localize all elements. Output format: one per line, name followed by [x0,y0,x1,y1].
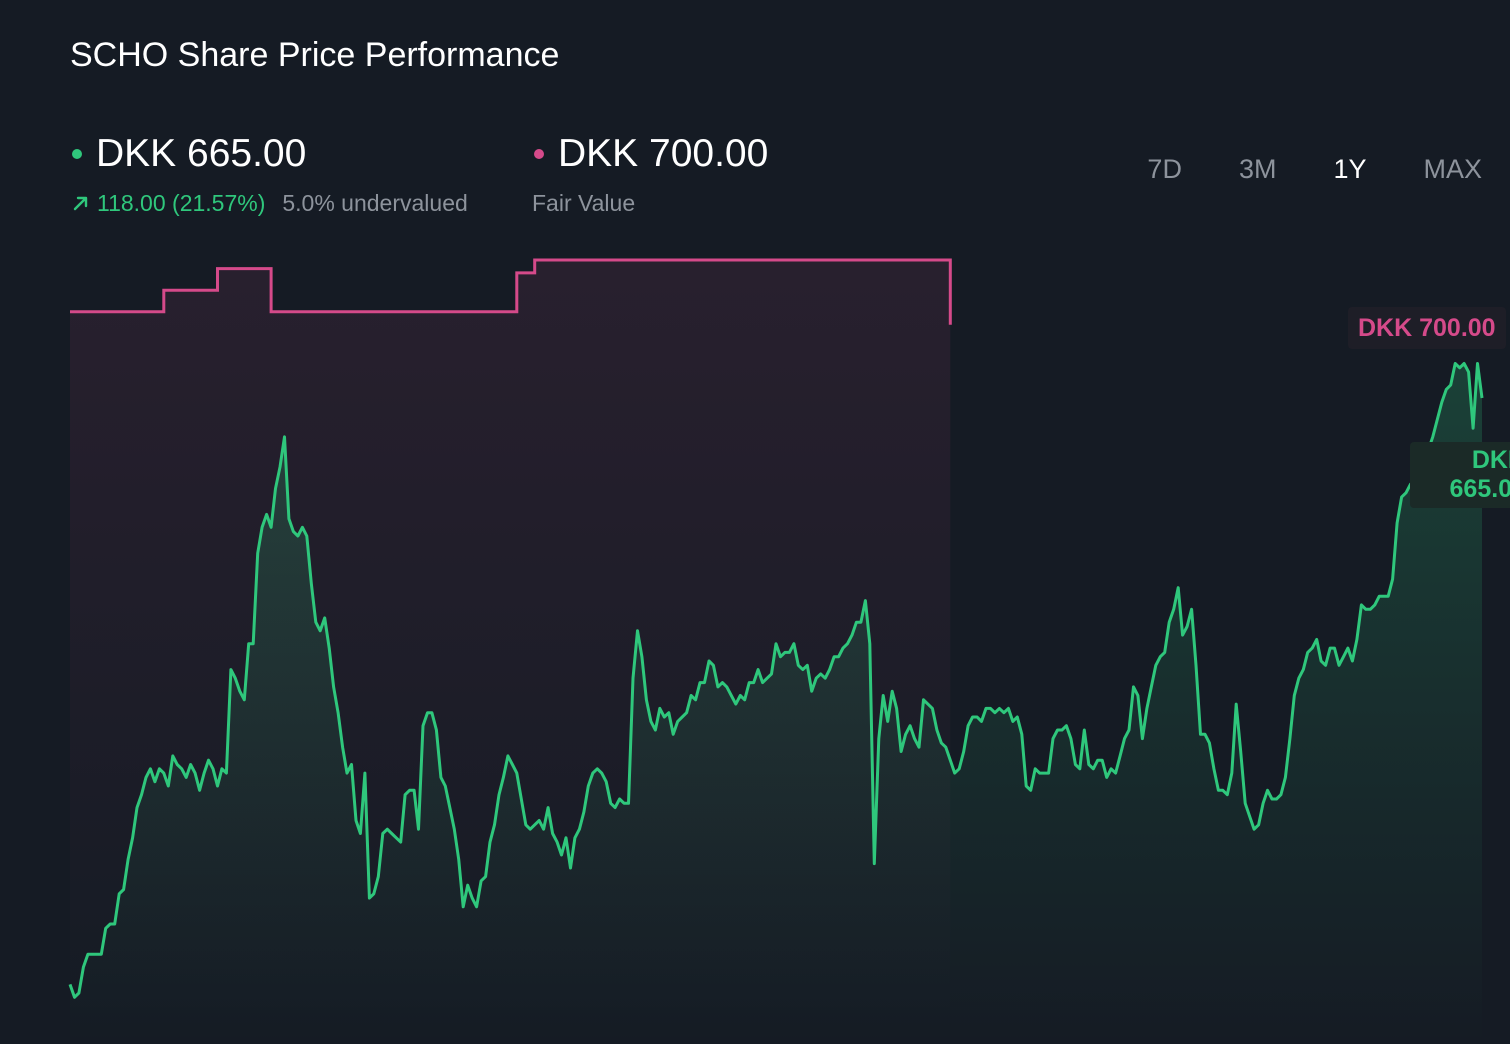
tab-3m[interactable]: 3M [1238,154,1277,184]
page-title: SCHO Share Price Performance [70,36,560,74]
price-change: 118.00 (21.57%) [70,190,265,216]
share-price-line [68,362,1484,999]
fair-value-legend-dot [534,149,544,159]
time-range-tabs: 7D 3M 1Y MAX [1090,154,1482,185]
price-change-value: 118.00 (21.57%) [97,190,266,216]
arrow-up-right-icon [73,196,88,211]
valuation-status: 5.0% undervalued [282,190,468,216]
fair-value-block: DKK 700.00 Fair Value [532,130,768,216]
share-price-end-currency: DKK [1471,446,1510,474]
tab-1y[interactable]: 1Y [1333,154,1367,184]
tab-7d[interactable]: 7D [1147,154,1182,184]
fair-value-line [70,258,952,325]
share-price-end-value: 665.00 [1449,475,1510,503]
fair-value-label: Fair Value [532,190,636,216]
share-price-end-label: DKK 665.00 [1410,442,1510,508]
current-price: DKK 665.00 [96,132,307,175]
fair-value-price: DKK 700.00 [558,132,769,175]
fair-value-end-label: DKK 700.00 [1348,307,1506,349]
share-price-legend-dot [72,149,82,159]
current-price-block: DKK 665.00 118.00 (21.57%) 5.0% underval… [70,130,468,216]
tab-max[interactable]: MAX [1423,154,1482,184]
share-price-area [70,363,1482,1044]
